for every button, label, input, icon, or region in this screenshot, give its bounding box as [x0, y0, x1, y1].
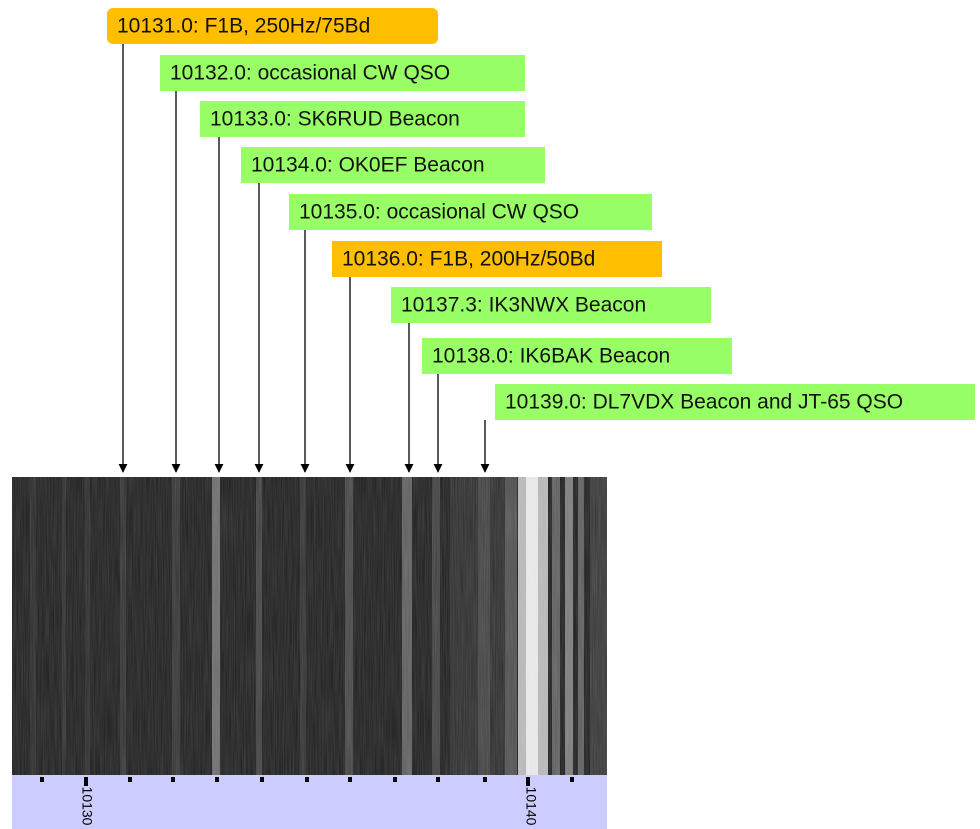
label-box: [422, 338, 732, 374]
label-text: 10138.0: IK6BAK Beacon: [432, 345, 670, 368]
frequency-scale: [12, 775, 607, 829]
waterfall: [12, 477, 607, 775]
scale-tick: [393, 777, 397, 782]
label-text: 10133.0: SK6RUD Beacon: [210, 108, 460, 131]
scale-tick: [305, 777, 309, 782]
scale-tick: [483, 777, 487, 782]
label-box: [107, 8, 438, 44]
scale-label: 10130: [79, 787, 95, 826]
labels: 10131.0: F1B, 250Hz/75Bd 10132.0: occasio…: [107, 8, 975, 473]
label-text: 10137.3: IK3NWX Beacon: [401, 294, 646, 317]
scale-tick: [570, 777, 574, 782]
label-box: [495, 384, 975, 420]
label-text: 10136.0: F1B, 200Hz/50Bd: [342, 248, 595, 271]
scale-label: 10140: [523, 787, 539, 826]
scale-tick: [40, 777, 44, 782]
label-text: 10139.0: DL7VDX Beacon and JT-65 QSO: [505, 391, 903, 414]
label-box: [391, 287, 711, 323]
noise: [12, 477, 607, 775]
scale-tick: [526, 777, 530, 786]
label-box: [200, 101, 525, 137]
label-box: [332, 241, 662, 277]
scale-tick: [260, 777, 264, 782]
label-text: 10135.0: occasional CW QSO: [299, 201, 579, 224]
label-text: 10132.0: occasional CW QSO: [170, 62, 450, 85]
label-box: [289, 194, 652, 230]
label-text: 10134.0: OK0EF Beacon: [251, 154, 485, 177]
scale-tick: [215, 777, 219, 782]
label-box: [160, 55, 525, 91]
scale-tick: [171, 777, 175, 782]
scale-tick: [436, 777, 440, 782]
scale-tick: [84, 777, 88, 786]
scale-tick: [348, 777, 352, 782]
label-box: [241, 147, 545, 183]
scale-tick: [128, 777, 132, 782]
label-text: 10131.0: F1B, 250Hz/75Bd: [117, 15, 370, 38]
